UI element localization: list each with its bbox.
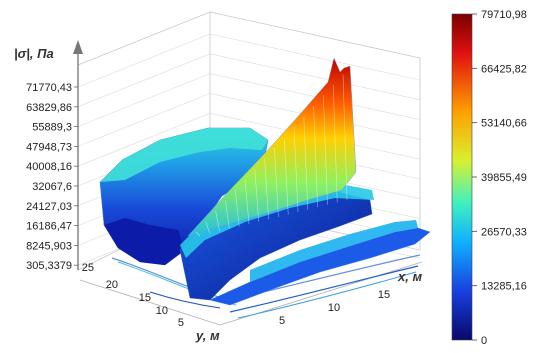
surface-spikes xyxy=(195,74,348,237)
x-tick-label: 10 xyxy=(328,302,340,314)
z-tick-labels: 71770,43 63829,86 55889,3 47948,73 40008,16 3… xyxy=(26,82,78,272)
colorbar-tick-label: 0 xyxy=(481,335,487,347)
surface-left-basin xyxy=(99,127,269,266)
mesh-line xyxy=(303,116,309,210)
colorbar-gradient xyxy=(451,13,473,341)
colorbar xyxy=(451,13,473,341)
y-tick-label: 20 xyxy=(106,279,118,291)
z-axis xyxy=(73,40,83,270)
mesh-line xyxy=(342,74,348,201)
grid-line xyxy=(209,73,421,120)
z-tick-label: 47948,73 xyxy=(26,141,72,153)
grid-line xyxy=(77,33,211,88)
z-tick-label: 16186,47 xyxy=(26,221,72,233)
surface-peak xyxy=(187,57,357,237)
y-axis-title: y, м xyxy=(195,328,220,343)
mesh-line xyxy=(244,179,250,225)
colorbar-tick-labels: 79710,98 66425,82 53140,66 39855,49 26570,33… xyxy=(472,9,527,347)
grid-line xyxy=(77,53,211,108)
x-tick-label: 15 xyxy=(378,289,390,301)
y-tick-labels: 5 10 15 20 25 xyxy=(82,262,184,329)
mesh-line xyxy=(313,105,318,208)
mesh-line xyxy=(234,189,240,227)
y-tick-label: 15 xyxy=(139,292,151,304)
colorbar-tick-label: 53140,66 xyxy=(481,118,527,130)
mesh-line xyxy=(293,126,299,213)
mesh-line xyxy=(283,137,289,215)
mesh-line xyxy=(254,168,260,222)
colorbar-tick-label: 66425,82 xyxy=(481,63,527,75)
colorbar-tick-label: 39855,49 xyxy=(481,172,527,184)
grid-line xyxy=(209,53,421,101)
y-tick-label: 5 xyxy=(178,317,184,329)
z-tick-label: 24127,03 xyxy=(26,201,72,213)
grid-line xyxy=(77,93,211,147)
mesh-line xyxy=(225,200,230,229)
mesh-line xyxy=(195,231,201,237)
colorbar-tick-label: 79710,98 xyxy=(481,9,527,21)
z-tick-label: 63829,86 xyxy=(26,102,72,114)
y-tick-label: 25 xyxy=(82,262,94,274)
grid-line xyxy=(77,112,211,167)
x-axis-title: x, м xyxy=(397,269,422,284)
x-tick-label: 5 xyxy=(279,315,285,327)
colorbar-tick-label: 13285,16 xyxy=(481,281,527,293)
z-tick-label: 71770,43 xyxy=(26,82,72,94)
colorbar-tick-label: 26570,33 xyxy=(481,226,527,238)
x-tick-labels: 5 10 15 xyxy=(279,289,390,327)
mesh-line xyxy=(264,158,269,220)
mesh-line xyxy=(323,95,328,205)
z-tick-label: 55889,3 xyxy=(32,122,72,134)
y-tick-label: 10 xyxy=(156,305,168,317)
mesh-line xyxy=(215,210,220,232)
grid-line xyxy=(209,33,421,81)
mesh-line xyxy=(332,84,338,203)
z-tick-label: 40008,16 xyxy=(26,161,72,173)
z-tick-label: 8245,903 xyxy=(26,240,72,252)
z-tick-label: 305,3379 xyxy=(26,260,72,272)
z-axis-title: |σ|, Па xyxy=(14,46,54,61)
mesh-line xyxy=(205,221,211,234)
z-tick-label: 32067,6 xyxy=(32,181,72,193)
surface-right-trough xyxy=(209,220,431,306)
grid-line xyxy=(77,73,211,127)
mesh-line xyxy=(274,147,279,217)
